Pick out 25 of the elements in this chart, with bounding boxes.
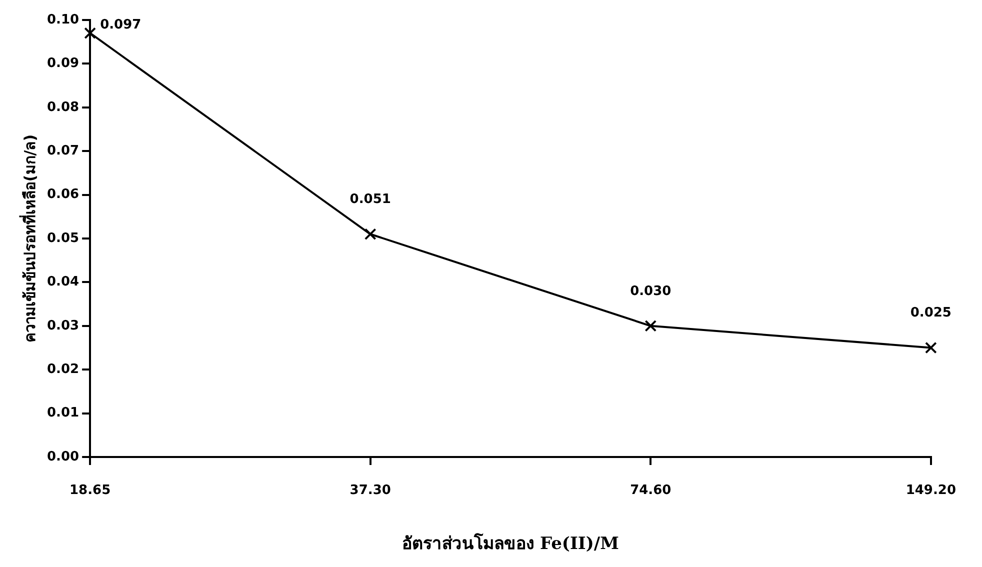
y-tick-label: 0.03 [46, 318, 80, 334]
text: 0.097 [100, 17, 142, 32]
x-tick-label: 74.60 [630, 483, 672, 498]
y-tick-label: 0.07 [46, 143, 80, 158]
y-tick-label: 0.10 [46, 12, 80, 28]
y-tick-label: 0.08 [46, 100, 80, 115]
y-tick-label: 0.00 [46, 449, 80, 464]
x-tick-label: 18.65 [70, 483, 111, 498]
point [84, 27, 96, 40]
point [924, 342, 937, 354]
text: 0.025 [910, 306, 952, 321]
y-tick-label: 0.09 [46, 56, 80, 72]
text: 0.030 [630, 284, 672, 299]
point [364, 228, 376, 240]
y-tick-label: 0.04 [46, 274, 80, 290]
point [644, 320, 657, 332]
x-tick-label: 149.20 [906, 483, 956, 498]
y-tick-label: 0.02 [46, 362, 80, 377]
x-axis-title: อัตราส่วนโมลของ Fe(II)/M [402, 533, 620, 554]
text: 0.051 [350, 192, 391, 208]
y-tick-label: 0.01 [46, 406, 80, 421]
y-tick-label: 0.06 [46, 187, 80, 202]
y-tick-label: 0.05 [46, 230, 80, 246]
x-tick-label: 37.30 [350, 483, 391, 498]
y-axis-title: ความเข้มข้นปรอทที่เหลือ(มก/ล) [18, 134, 39, 343]
